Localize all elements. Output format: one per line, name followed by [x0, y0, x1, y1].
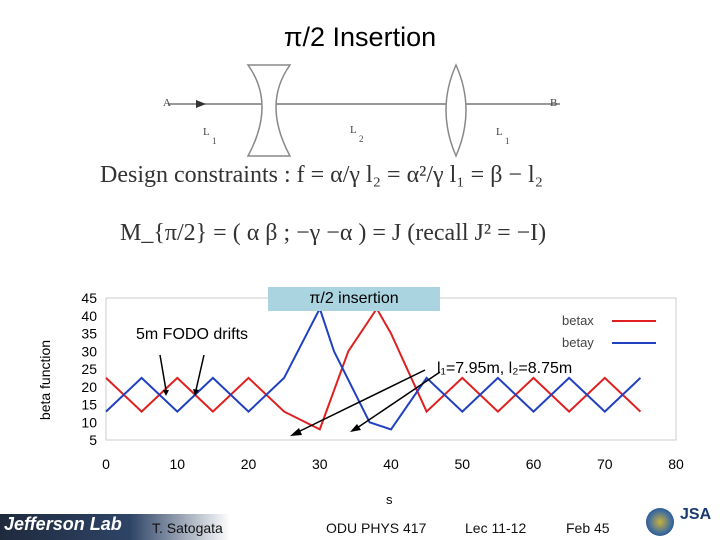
defocusing-lens: [246, 64, 292, 157]
x-tick-labels: 0 10 20 30 40 50 60 70 80: [102, 456, 684, 472]
x-tick-label: 70: [597, 456, 613, 472]
slide-title: π/2 Insertion: [283, 22, 437, 52]
y-tick-label: 45: [81, 290, 97, 306]
y-tick-label: 40: [81, 308, 97, 324]
x-tick-label: 0: [102, 456, 110, 472]
x-tick-label: 80: [668, 456, 684, 472]
x-tick-label: 40: [383, 456, 399, 472]
x-tick-label: 30: [312, 456, 328, 472]
footer-course: ODU PHYS 417: [326, 520, 427, 536]
y-axis-label: beta function: [37, 339, 53, 421]
series-line-betay: [105, 306, 642, 431]
y-tick-label: 15: [81, 397, 97, 413]
footer-date: Feb 45: [566, 520, 610, 536]
fodo-arrow-2: [195, 354, 205, 391]
lengths-label: l₁=7.95m, l₂=8.75m: [437, 360, 573, 377]
y-tick-label: 25: [81, 361, 97, 377]
focusing-lens: [445, 63, 467, 158]
y-tick-label: 5: [89, 432, 97, 448]
y-tick-label: 20: [81, 379, 97, 395]
footer-bar: [0, 514, 720, 540]
x-tick-label: 20: [241, 456, 257, 472]
l2-arrow: [356, 371, 441, 429]
legend: betax betay: [562, 313, 656, 350]
l1-arrow: [297, 369, 426, 433]
fodo-label: 5m FODO drifts: [136, 326, 249, 343]
footer-author: T. Satogata: [152, 520, 223, 536]
l1-sub-right: 1: [505, 136, 510, 146]
y-tick-label: 35: [81, 326, 97, 342]
x-tick-label: 50: [454, 456, 470, 472]
matrix-equation: M_{π/2} = ( α β ; −γ −α ) = J (recall J²…: [120, 220, 547, 246]
legend-label-betay: betay: [562, 335, 594, 350]
optics-diagram: A B L 1 L 2 L 1: [163, 63, 560, 158]
beam-arrow: [196, 100, 206, 108]
x-tick-label: 10: [169, 456, 185, 472]
x-tick-label: 60: [526, 456, 542, 472]
end-b-label: B: [550, 97, 557, 109]
l2-sub: 2: [359, 134, 364, 144]
l1-sub-left: 1: [212, 136, 217, 146]
fodo-arrow-1: [159, 354, 167, 391]
insertion-label: π/2 insertion: [268, 287, 440, 311]
footer-lecture: Lec 11-12: [465, 520, 527, 536]
university-seal-icon: [646, 508, 674, 536]
l1-label-left: L: [203, 126, 210, 138]
l1-label-right: L: [496, 126, 503, 138]
end-a-label: A: [163, 97, 171, 109]
jefferson-lab-logo: Jefferson Lab: [4, 514, 122, 534]
jsa-logo: JSA: [680, 506, 712, 523]
y-tick-label: 30: [81, 343, 97, 359]
design-constraints-equation: Design constraints : f = α/γ l₂ = α²/γ l…: [100, 162, 543, 188]
legend-label-betax: betax: [562, 313, 594, 328]
y-tick-label: 10: [81, 414, 97, 430]
l2-label: L: [350, 124, 357, 136]
x-axis-label: s: [386, 492, 393, 507]
